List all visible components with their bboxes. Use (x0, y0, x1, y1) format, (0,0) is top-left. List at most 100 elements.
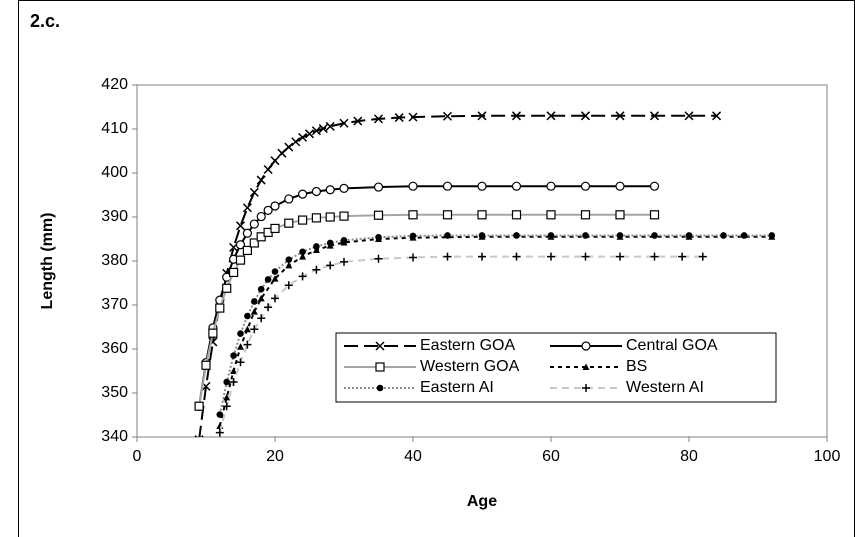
marker (580, 111, 591, 121)
marker (326, 261, 335, 270)
marker (442, 111, 453, 121)
marker (720, 232, 727, 239)
marker (339, 211, 349, 221)
marker (208, 328, 218, 338)
x-tick-label: 20 (266, 448, 284, 465)
y-tick-label: 400 (101, 164, 128, 181)
y-tick-label: 410 (101, 120, 128, 137)
marker (477, 111, 487, 121)
marker (616, 232, 624, 239)
marker (237, 330, 244, 337)
marker (511, 181, 522, 191)
marker (263, 205, 273, 215)
marker (263, 164, 273, 175)
marker (325, 212, 335, 222)
marker (194, 435, 204, 437)
marker (257, 294, 265, 302)
marker (650, 252, 659, 261)
marker (230, 367, 238, 374)
y-tick-label: 340 (101, 428, 128, 445)
marker (257, 285, 265, 293)
marker (375, 233, 382, 241)
y-tick-label: 350 (101, 384, 128, 401)
marker (284, 281, 293, 290)
marker (270, 201, 280, 211)
marker (409, 253, 417, 262)
marker (408, 112, 418, 122)
marker (285, 256, 293, 263)
marker (256, 175, 266, 185)
y-tick-label: 390 (101, 208, 128, 225)
marker (511, 111, 522, 121)
marker (478, 232, 486, 239)
marker (477, 210, 487, 220)
marker (235, 221, 246, 231)
marker (250, 308, 258, 315)
marker (264, 303, 273, 312)
marker (444, 232, 451, 239)
marker (257, 314, 266, 323)
marker (270, 156, 280, 166)
marker (581, 341, 591, 351)
marker (244, 312, 251, 320)
marker (223, 378, 230, 386)
plot (194, 111, 776, 437)
marker (373, 210, 384, 220)
marker (547, 252, 555, 261)
legend-label: BS (626, 358, 647, 375)
marker (243, 325, 251, 333)
x-tick-label: 40 (404, 448, 422, 465)
marker (649, 181, 660, 191)
marker (678, 252, 687, 261)
marker (582, 232, 589, 239)
marker (443, 252, 452, 261)
marker (580, 181, 591, 191)
series-line (218, 235, 772, 427)
marker (581, 252, 590, 261)
marker (299, 248, 306, 256)
marker (311, 186, 321, 197)
x-tick-label: 80 (680, 448, 698, 465)
marker (339, 183, 349, 193)
marker (768, 232, 776, 239)
marker (313, 243, 320, 250)
marker (251, 298, 258, 305)
marker (615, 210, 625, 220)
x-tick-label: 100 (814, 448, 841, 465)
marker (651, 232, 658, 239)
marker (546, 210, 556, 220)
legend-label: Western AI (626, 379, 704, 396)
marker (478, 252, 486, 261)
marker (408, 181, 418, 191)
marker (325, 121, 335, 131)
marker (547, 232, 555, 239)
marker (698, 252, 707, 261)
marker (373, 182, 384, 192)
marker (740, 232, 748, 239)
marker (373, 114, 384, 124)
marker (250, 325, 259, 334)
marker (284, 142, 294, 152)
x-tick-label: 60 (542, 448, 560, 465)
marker (222, 402, 231, 411)
marker (230, 352, 237, 359)
marker (353, 116, 363, 126)
marker (235, 240, 246, 250)
marker (546, 181, 556, 191)
marker (376, 384, 384, 392)
marker (339, 118, 349, 128)
marker (194, 401, 204, 411)
marker (582, 363, 590, 370)
marker (249, 187, 259, 197)
marker (312, 265, 321, 274)
marker (311, 213, 321, 223)
marker (325, 185, 335, 195)
marker (284, 218, 294, 228)
marker (615, 111, 625, 121)
marker (235, 255, 246, 265)
marker (712, 111, 722, 121)
marker (222, 283, 232, 293)
marker (298, 272, 307, 281)
marker (304, 129, 315, 139)
